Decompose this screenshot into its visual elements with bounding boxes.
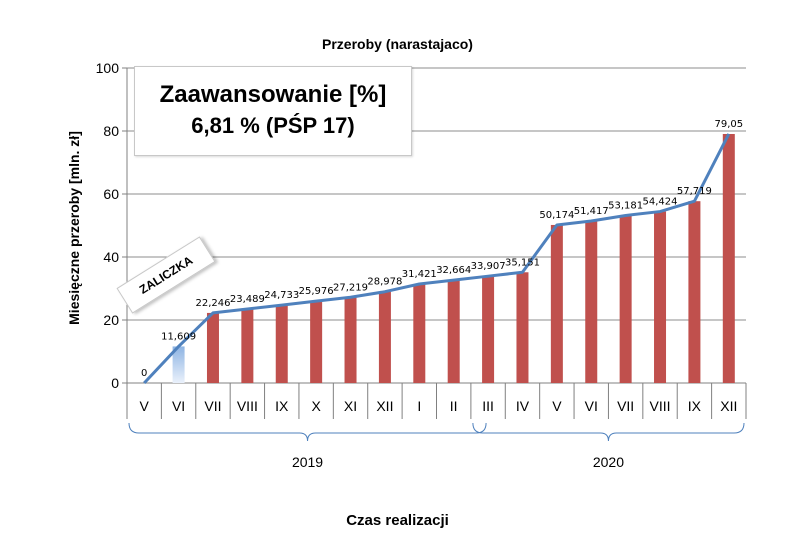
progress-heading: Zaawansowanie [%] bbox=[159, 81, 387, 108]
x-tick-label: VII bbox=[204, 398, 221, 414]
bar bbox=[378, 291, 391, 383]
x-tick-label: VIII bbox=[650, 398, 671, 414]
x-tick-label: VI bbox=[585, 398, 598, 414]
bar bbox=[413, 284, 426, 383]
y-tick-label: 40 bbox=[103, 249, 119, 265]
x-tick-label: XII bbox=[720, 398, 737, 414]
year-brace bbox=[128, 422, 487, 442]
data-label: 57,719 bbox=[677, 186, 712, 197]
advance-bar bbox=[172, 346, 185, 383]
x-tick-label: XI bbox=[344, 398, 357, 414]
bar bbox=[585, 221, 598, 383]
year-label: 2020 bbox=[593, 454, 624, 470]
data-label: 0 bbox=[141, 368, 147, 379]
data-label: 31,421 bbox=[402, 269, 437, 280]
bar bbox=[654, 211, 667, 383]
y-tick-label: 20 bbox=[103, 312, 119, 328]
y-tick-label: 0 bbox=[111, 375, 119, 391]
y-tick-label: 100 bbox=[96, 60, 120, 76]
data-label: 35,151 bbox=[505, 257, 540, 268]
x-tick-label: II bbox=[450, 398, 458, 414]
x-tick-label: III bbox=[482, 398, 494, 414]
bar bbox=[206, 312, 219, 383]
data-label: 51,417 bbox=[574, 206, 609, 217]
x-tick-label: V bbox=[140, 398, 150, 414]
bar bbox=[447, 280, 460, 383]
data-label: 24,733 bbox=[264, 290, 299, 301]
year-brace bbox=[472, 422, 745, 442]
bar bbox=[688, 201, 701, 383]
year-label: 2019 bbox=[292, 454, 323, 470]
bar bbox=[619, 215, 632, 383]
bar bbox=[344, 297, 357, 383]
data-label: 27,219 bbox=[333, 282, 368, 293]
y-tick-label: 60 bbox=[103, 186, 119, 202]
data-label: 22,246 bbox=[195, 298, 230, 309]
data-label: 23,489 bbox=[230, 294, 265, 305]
x-tick-label: XII bbox=[376, 398, 393, 414]
x-tick-label: VIII bbox=[237, 398, 258, 414]
bar bbox=[516, 272, 529, 383]
bar bbox=[275, 305, 288, 383]
x-tick-label: V bbox=[552, 398, 562, 414]
data-label: 25,976 bbox=[299, 286, 334, 297]
data-label: 11,609 bbox=[161, 331, 196, 342]
chart-title: Przeroby (narastajaco) bbox=[322, 36, 473, 52]
cumulative-line bbox=[143, 133, 731, 385]
data-label: 54,424 bbox=[643, 197, 678, 208]
y-tick-label: 80 bbox=[103, 123, 119, 139]
bar bbox=[482, 276, 495, 383]
x-tick-label: VII bbox=[617, 398, 634, 414]
data-label: 33,907 bbox=[471, 261, 506, 272]
x-tick-label: X bbox=[311, 398, 321, 414]
bar bbox=[241, 309, 254, 383]
bar bbox=[310, 301, 323, 383]
data-label: 53,181 bbox=[608, 200, 643, 211]
bar bbox=[550, 224, 563, 383]
x-tick-label: IX bbox=[275, 398, 289, 414]
x-tick-label: I bbox=[417, 398, 421, 414]
bar bbox=[722, 133, 735, 383]
x-axis-title: Czas realizacji bbox=[346, 512, 449, 529]
data-label: 79,05 bbox=[714, 119, 743, 130]
data-label: 50,174 bbox=[539, 210, 574, 221]
data-label: 28,978 bbox=[367, 277, 402, 288]
x-tick-label: IV bbox=[516, 398, 530, 414]
x-tick-label: VI bbox=[172, 398, 185, 414]
progress-value: 6,81 % (PŚP 17) bbox=[191, 113, 355, 138]
data-label: 32,664 bbox=[436, 265, 471, 276]
x-tick-label: IX bbox=[688, 398, 702, 414]
progress-info-box: Zaawansowanie [%] 6,81 % (PŚP 17) bbox=[134, 66, 412, 156]
